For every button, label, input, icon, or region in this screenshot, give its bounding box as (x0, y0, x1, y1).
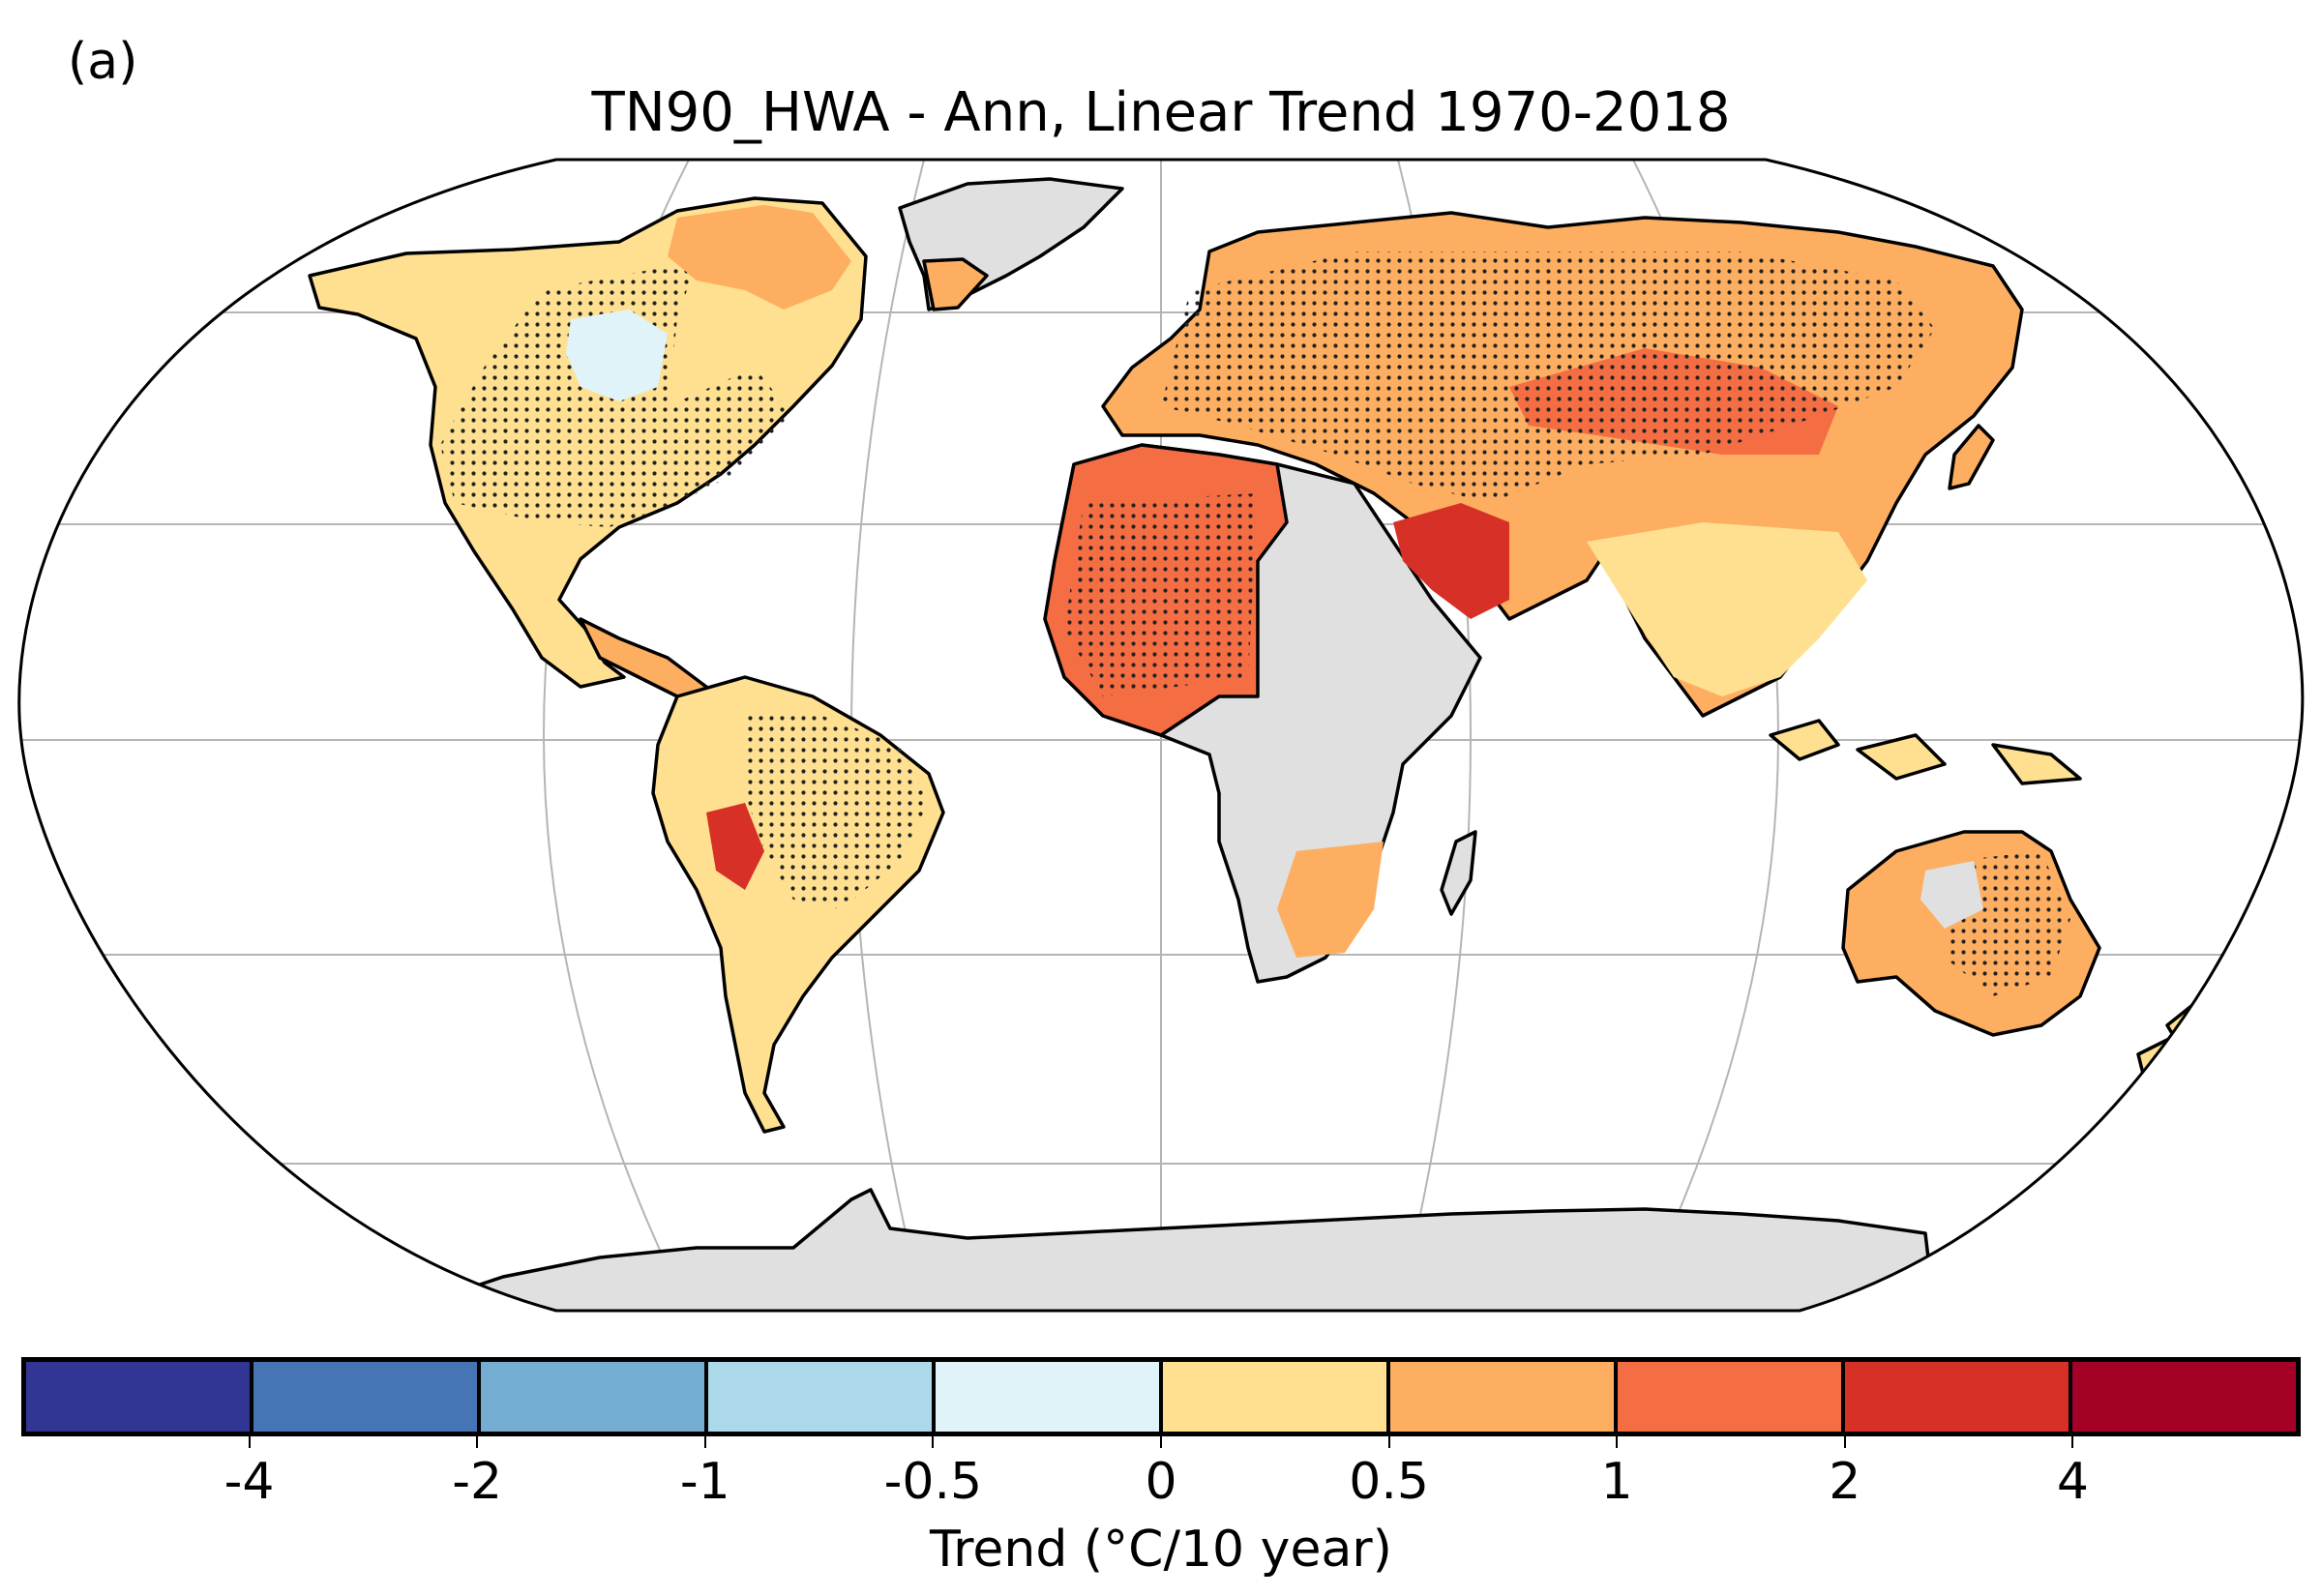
south-america-stipple (745, 716, 929, 909)
colorbar-tick-mark (703, 1436, 706, 1448)
southern-africa-warming (1277, 842, 1384, 958)
antarctica-land (385, 1188, 1937, 1311)
colorbar-segment-3 (708, 1362, 936, 1432)
canada-arctic-warming (668, 205, 851, 310)
colorbar-tick-mark (1843, 1436, 1846, 1448)
colorbar-tick-mark (2071, 1436, 2074, 1448)
australia-no-data-patch (1920, 861, 1983, 929)
colorbar-tick-mark (248, 1436, 251, 1448)
map-interior (18, 160, 2303, 1311)
maritime-continent-land (1769, 719, 2082, 785)
colorbar-tick-label: 1 (1600, 1453, 1633, 1511)
globe-outline (17, 158, 2305, 1313)
colorbar-title: Trend (°C/10 year) (930, 1521, 1392, 1579)
colorbar-tick-mark (1387, 1436, 1390, 1448)
new-zealand-land (2136, 1004, 2203, 1076)
colorbar-segment-8 (1845, 1362, 2072, 1432)
map-title: TN90_HWA - Ann, Linear Trend 1970-2018 (591, 81, 1731, 144)
canada-cooling-patch (566, 310, 668, 401)
colorbar-tick-mark (1616, 1436, 1619, 1448)
greenland-south-warming (922, 257, 989, 311)
colorbar-tick-label: -4 (223, 1453, 275, 1511)
south-east-asia-mild (1587, 522, 1867, 696)
colorbar-tick-mark (476, 1436, 479, 1448)
andes-warming-patch (706, 803, 764, 890)
colorbar-tick-label: -1 (679, 1453, 730, 1511)
colorbar (21, 1357, 2301, 1436)
colorbar-segment-9 (2072, 1362, 2296, 1432)
colorbar-segment-4 (936, 1362, 1163, 1432)
colorbar-segment-0 (26, 1362, 253, 1432)
madagascar-land (1440, 830, 1477, 916)
colorbar-segment-7 (1618, 1362, 1845, 1432)
colorbar-tick-label: 0 (1145, 1453, 1177, 1511)
colorbar-segment-2 (481, 1362, 708, 1432)
colorbar-segment-1 (253, 1362, 481, 1432)
colorbar-tick-label: 4 (2056, 1453, 2089, 1511)
colorbar-segment-5 (1163, 1362, 1390, 1432)
sahara-stipple (1064, 493, 1258, 696)
colorbar-tick-mark (1160, 1436, 1162, 1448)
colorbar-tick-mark (932, 1436, 935, 1448)
world-map (17, 158, 2305, 1313)
eurasia-stipple (1161, 251, 1935, 503)
japan-land (1948, 424, 1995, 490)
colorbar-tick-label: -2 (452, 1453, 503, 1511)
colorbar-segment-6 (1390, 1362, 1618, 1432)
colorbar-tick-label: 2 (1829, 1453, 1861, 1511)
middle-east-warming (1393, 503, 1509, 619)
colorbar-tick-label: -0.5 (883, 1453, 983, 1511)
colorbar-tick-label: 0.5 (1349, 1453, 1429, 1511)
panel-label: (a) (68, 33, 138, 91)
